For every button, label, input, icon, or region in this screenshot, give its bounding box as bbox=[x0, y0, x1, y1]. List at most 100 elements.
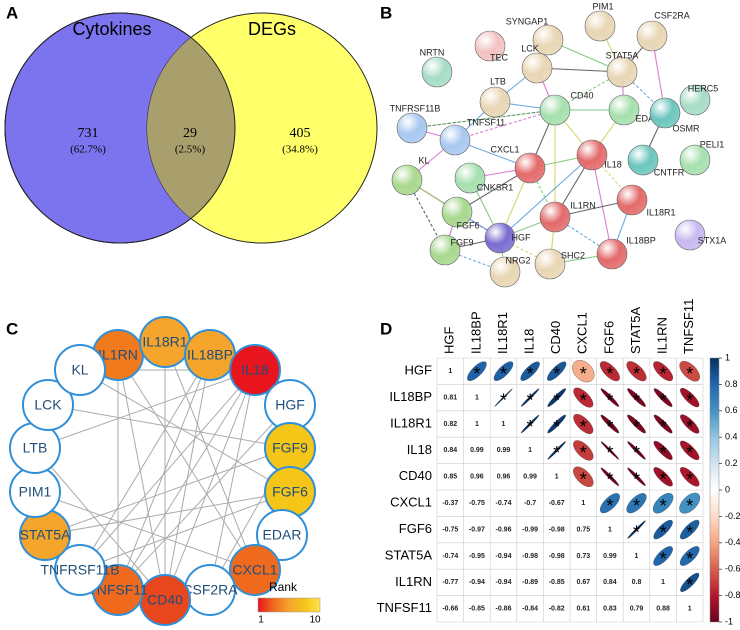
node-label: LCK bbox=[34, 397, 62, 413]
correlation-ellipse bbox=[652, 493, 674, 514]
network-node bbox=[229, 544, 281, 596]
cell-value: -0.75 bbox=[442, 526, 458, 533]
correlation-ellipse bbox=[547, 361, 567, 381]
correlation-ellipse bbox=[627, 467, 646, 486]
correlation-ellipse bbox=[573, 466, 594, 487]
network-edge bbox=[44, 447, 291, 536]
correlation-ellipse bbox=[680, 519, 700, 540]
colorbar-label: 0.8 bbox=[725, 379, 738, 389]
significance-marker: * bbox=[633, 443, 640, 463]
region-percent: (62.7%) bbox=[70, 144, 106, 156]
row-label: CD40 bbox=[399, 468, 432, 483]
network-node bbox=[532, 24, 564, 56]
network-node bbox=[627, 144, 659, 176]
network-node bbox=[534, 248, 566, 280]
significance-marker: * bbox=[633, 522, 640, 542]
cell-value: 1 bbox=[475, 394, 479, 401]
node-label: CXCL1 bbox=[232, 562, 277, 578]
correlation-ellipse bbox=[600, 467, 620, 486]
cell-value: -0.98 bbox=[549, 526, 565, 533]
cell-value: 0.81 bbox=[443, 394, 457, 401]
significance-marker: * bbox=[500, 390, 507, 410]
network-node bbox=[479, 86, 511, 118]
significance-marker: * bbox=[660, 390, 667, 410]
node-label: FGF9 bbox=[272, 440, 308, 456]
node-label: PIM1 bbox=[19, 484, 52, 500]
column-label: FGF6 bbox=[601, 321, 616, 354]
network-node bbox=[484, 222, 516, 254]
significance-marker: * bbox=[633, 390, 640, 410]
correlation-ellipse bbox=[520, 414, 540, 434]
cell-value: -0.94 bbox=[496, 579, 512, 586]
significance-marker: * bbox=[686, 549, 693, 569]
network-edge bbox=[44, 491, 291, 536]
correlation-ellipse bbox=[653, 361, 673, 382]
colorbar-label: 1 bbox=[725, 352, 730, 362]
node-label: IL18BP bbox=[187, 347, 233, 363]
cell-value: 0.83 bbox=[603, 606, 617, 613]
network-node bbox=[649, 97, 681, 129]
network-edge bbox=[591, 154, 613, 255]
correlation-ellipse bbox=[600, 414, 620, 434]
column-label: IL18R1 bbox=[495, 312, 510, 354]
region-count: 405 bbox=[290, 126, 311, 141]
network-node bbox=[608, 94, 640, 126]
significance-marker: * bbox=[633, 470, 640, 490]
cell-value: -0.99 bbox=[522, 526, 538, 533]
correlation-ellipse bbox=[520, 388, 540, 407]
network-node bbox=[396, 112, 428, 144]
cell-value: 0.99 bbox=[470, 447, 484, 454]
correlation-ellipse bbox=[680, 414, 700, 434]
cell-value: -0.95 bbox=[469, 553, 485, 560]
network-node bbox=[489, 256, 521, 288]
network-edge bbox=[117, 369, 256, 591]
cell-value: -0.37 bbox=[442, 500, 458, 507]
node-label: IL1RN bbox=[570, 200, 596, 210]
network-node bbox=[616, 184, 648, 216]
cell-value: -0.67 bbox=[549, 500, 565, 507]
cell-value: 1 bbox=[475, 421, 479, 428]
network-node bbox=[439, 124, 471, 156]
significance-marker: * bbox=[580, 364, 587, 384]
cell-value: -0.85 bbox=[549, 579, 565, 586]
network-node bbox=[636, 20, 668, 52]
network-edge bbox=[411, 109, 556, 129]
network-edge bbox=[209, 369, 256, 591]
set-label: Cytokines bbox=[72, 19, 151, 39]
cell-value: 0.96 bbox=[497, 474, 511, 481]
network-edge bbox=[117, 354, 166, 601]
correlation-ellipse bbox=[626, 493, 647, 514]
cell-value: 0.8 bbox=[632, 579, 642, 586]
network-edge bbox=[117, 354, 256, 571]
significance-marker: * bbox=[660, 364, 667, 384]
significance-marker: * bbox=[553, 417, 560, 437]
significance-marker: * bbox=[580, 390, 587, 410]
correlation-ellipse bbox=[493, 361, 514, 381]
colorbar-label: 0.2 bbox=[725, 458, 738, 468]
cell-value: 0.99 bbox=[497, 447, 511, 454]
region-count: 29 bbox=[183, 126, 197, 141]
correlation-ellipse bbox=[680, 440, 700, 461]
significance-marker: * bbox=[633, 364, 640, 384]
cell-value: -0.89 bbox=[522, 579, 538, 586]
network-edge bbox=[34, 491, 256, 571]
cell-value: -0.96 bbox=[496, 526, 512, 533]
significance-marker: * bbox=[686, 443, 693, 463]
correlation-ellipse bbox=[520, 361, 540, 381]
correlation-ellipse bbox=[653, 388, 673, 407]
significance-marker: * bbox=[686, 364, 693, 384]
legend-title: Rank bbox=[269, 580, 298, 594]
column-label: IL18 bbox=[522, 329, 537, 354]
correlation-ellipse bbox=[626, 361, 647, 382]
cell-value: 1 bbox=[661, 579, 665, 586]
correlation-ellipse bbox=[599, 361, 620, 382]
panel-letter: A bbox=[6, 3, 18, 22]
cell-value: 0.96 bbox=[470, 474, 484, 481]
significance-marker: * bbox=[660, 496, 667, 516]
significance-marker: * bbox=[553, 364, 560, 384]
colorbar-label: -0.8 bbox=[725, 590, 740, 600]
legend-bar bbox=[257, 597, 321, 613]
significance-marker: * bbox=[660, 443, 667, 463]
cell-value: 0.82 bbox=[443, 421, 457, 428]
correlation-ellipse bbox=[627, 520, 646, 539]
